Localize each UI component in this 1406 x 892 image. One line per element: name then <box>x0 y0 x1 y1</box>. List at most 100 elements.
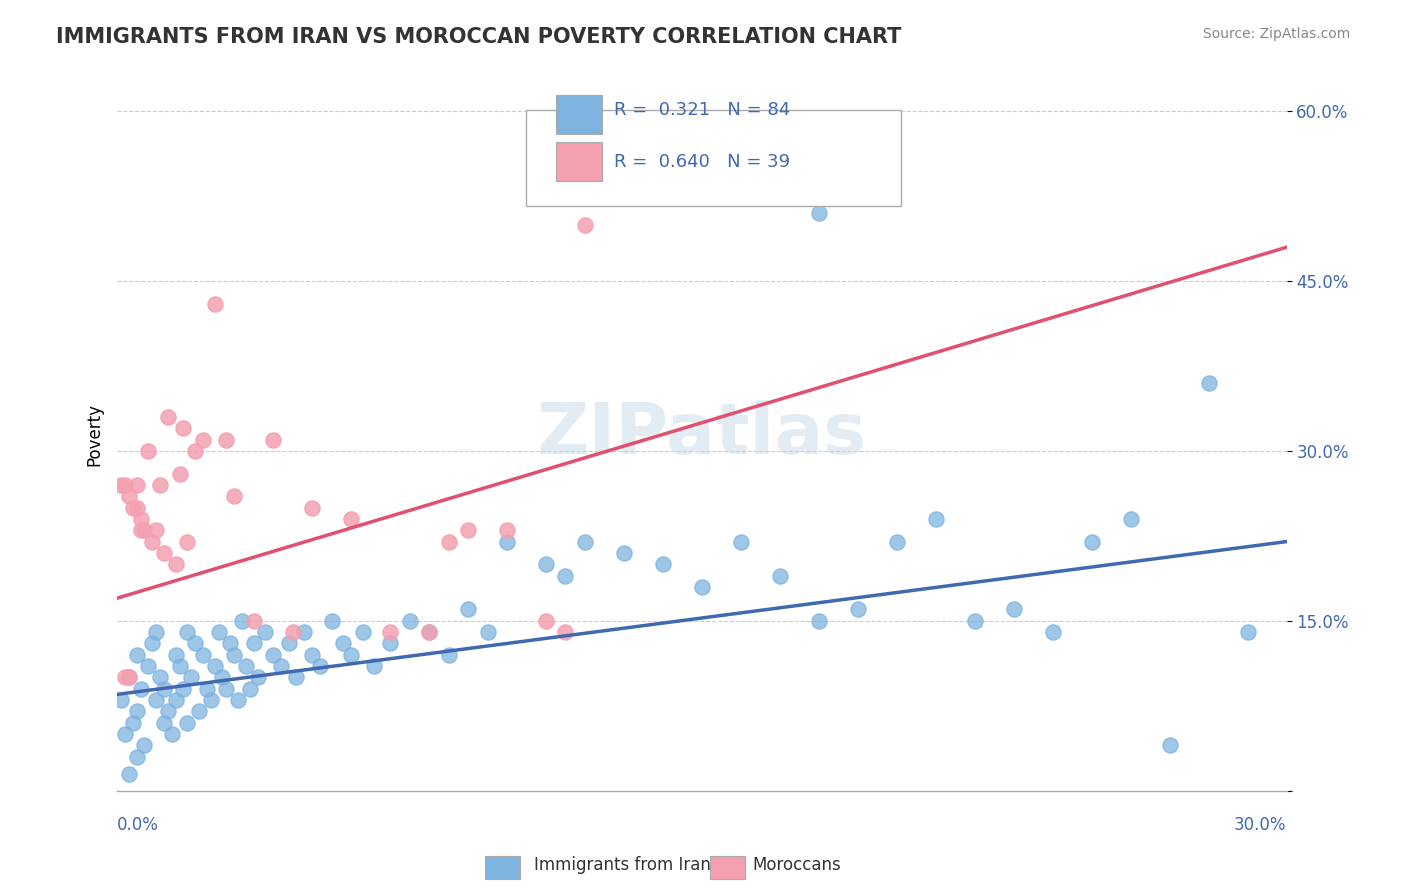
Point <box>730 534 752 549</box>
Point <box>110 478 132 492</box>
Point <box>457 523 479 537</box>
Point <box>184 444 207 458</box>
Point <box>292 625 315 640</box>
Point <box>321 614 343 628</box>
Point <box>262 433 284 447</box>
Point <box>125 500 148 515</box>
Point <box>418 625 440 640</box>
Point <box>118 766 141 780</box>
Point <box>125 705 148 719</box>
Point <box>224 489 246 503</box>
Point <box>1119 512 1142 526</box>
Point <box>125 648 148 662</box>
Point <box>457 602 479 616</box>
Point <box>807 206 830 220</box>
Point <box>242 614 264 628</box>
Point <box>145 625 167 640</box>
Point <box>1236 625 1258 640</box>
Point <box>169 467 191 481</box>
Point <box>118 489 141 503</box>
Text: R =  0.640   N = 39: R = 0.640 N = 39 <box>614 153 790 170</box>
Point <box>129 681 152 696</box>
Point <box>141 636 163 650</box>
Point <box>534 614 557 628</box>
Text: R =  0.321   N = 84: R = 0.321 N = 84 <box>614 101 790 119</box>
Point <box>114 670 136 684</box>
Point <box>188 705 211 719</box>
Point <box>138 444 160 458</box>
Point <box>301 648 323 662</box>
Text: Immigrants from Iran: Immigrants from Iran <box>534 855 711 873</box>
Text: ZIPatlas: ZIPatlas <box>537 400 868 468</box>
Point <box>134 523 156 537</box>
Text: Source: ZipAtlas.com: Source: ZipAtlas.com <box>1202 27 1350 41</box>
Point <box>118 670 141 684</box>
Point <box>149 478 172 492</box>
Point <box>176 715 198 730</box>
Point <box>246 670 269 684</box>
FancyBboxPatch shape <box>555 95 603 135</box>
Point <box>172 681 194 696</box>
Point <box>219 636 242 650</box>
Point <box>153 715 176 730</box>
Point <box>204 659 226 673</box>
Point <box>496 523 519 537</box>
Point <box>270 659 292 673</box>
Point <box>121 715 143 730</box>
Point <box>125 749 148 764</box>
Point <box>496 534 519 549</box>
Point <box>110 693 132 707</box>
Point <box>437 648 460 662</box>
Point <box>226 693 249 707</box>
Y-axis label: Poverty: Poverty <box>86 402 103 466</box>
Point <box>378 636 401 650</box>
Point <box>235 659 257 673</box>
Point <box>437 534 460 549</box>
Point <box>138 659 160 673</box>
Point <box>239 681 262 696</box>
Point <box>165 648 187 662</box>
Point <box>191 433 214 447</box>
Point <box>574 534 596 549</box>
Point <box>207 625 229 640</box>
Point <box>184 636 207 650</box>
Point <box>129 523 152 537</box>
FancyBboxPatch shape <box>526 110 901 206</box>
Point <box>1080 534 1102 549</box>
Point <box>277 636 299 650</box>
Point <box>134 739 156 753</box>
Point <box>1159 739 1181 753</box>
Point <box>846 602 869 616</box>
Point <box>242 636 264 650</box>
Point <box>180 670 202 684</box>
Point <box>153 546 176 560</box>
Point <box>224 648 246 662</box>
Point <box>574 218 596 232</box>
Point <box>114 478 136 492</box>
Point <box>477 625 499 640</box>
Point <box>378 625 401 640</box>
Text: 30.0%: 30.0% <box>1234 816 1286 834</box>
Point <box>886 534 908 549</box>
Point <box>172 421 194 435</box>
Point <box>118 670 141 684</box>
Point <box>925 512 948 526</box>
Point <box>398 614 420 628</box>
Point <box>156 410 179 425</box>
Point <box>125 478 148 492</box>
Point <box>807 614 830 628</box>
Point <box>254 625 277 640</box>
Point <box>554 625 576 640</box>
Point <box>204 297 226 311</box>
Point <box>613 546 636 560</box>
Text: Moroccans: Moroccans <box>752 855 841 873</box>
Point <box>129 512 152 526</box>
Point <box>121 500 143 515</box>
Point <box>769 568 792 582</box>
Point <box>1002 602 1025 616</box>
Point <box>160 727 183 741</box>
Point <box>165 693 187 707</box>
Point <box>156 705 179 719</box>
Point <box>165 558 187 572</box>
Point <box>281 625 304 640</box>
